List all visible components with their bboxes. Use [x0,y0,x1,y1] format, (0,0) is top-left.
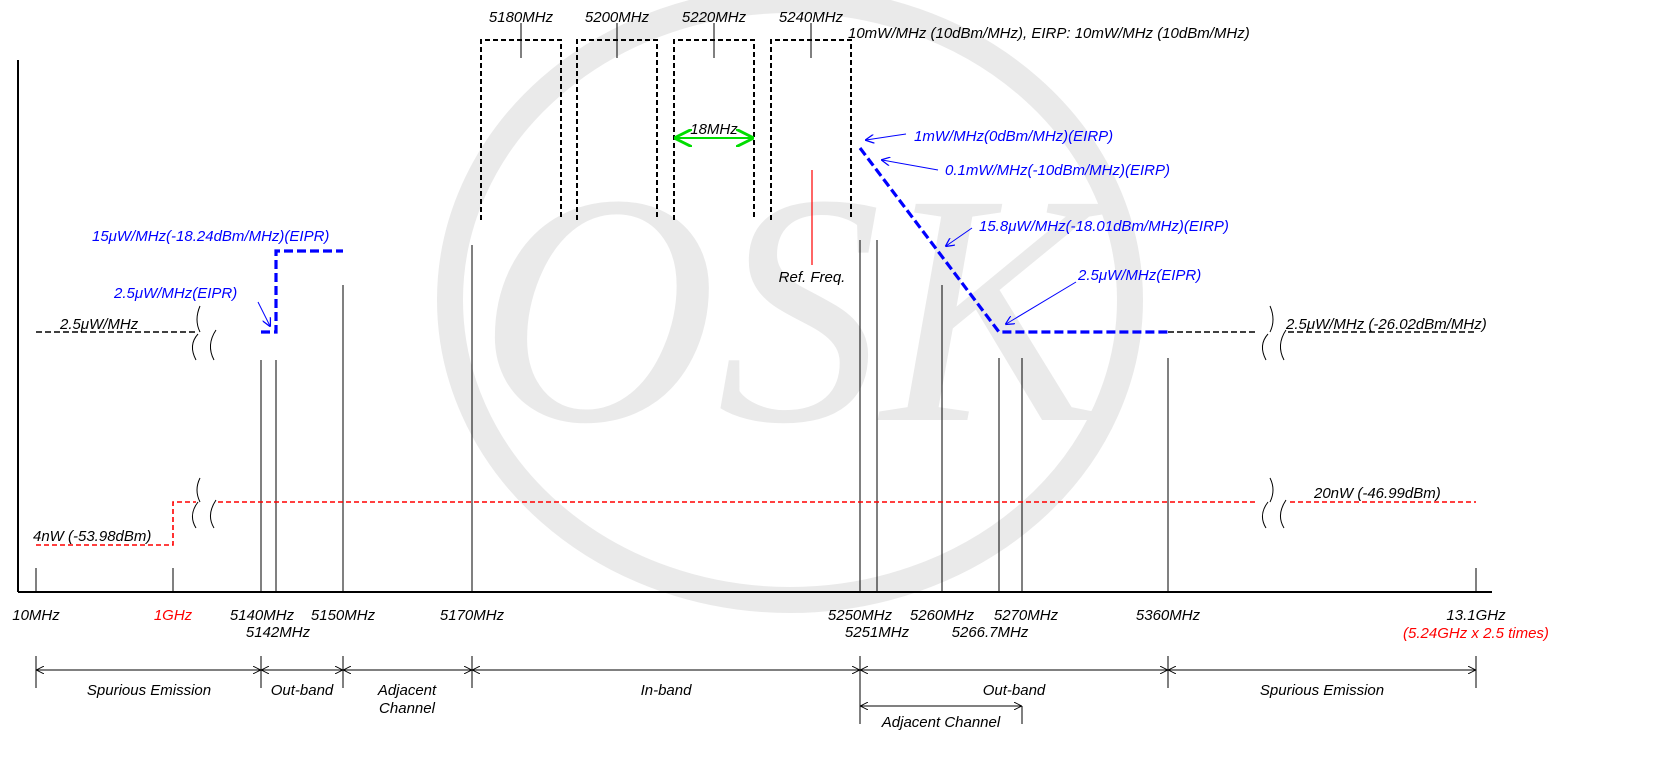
band-label-spurious-left: Spurious Emission [87,682,211,699]
left-blue-lower-label: 2.5μW/MHz(EIPR) [113,285,237,302]
right-black-label: 2.5μW/MHz (-26.02dBm/MHz) [1285,316,1487,333]
right-blue-label-4: 2.5μW/MHz(EIPR) [1077,267,1201,284]
channel-limit-label: 10mW/MHz (10dBm/MHz), EIRP: 10mW/MHz (10… [848,25,1250,42]
channel-label-5180: 5180MHz [489,9,554,26]
axis-label-5360: 5360MHz [1136,607,1201,624]
axis-label-multiplier: (5.24GHz x 2.5 times) [1403,625,1549,642]
axis-label-5140: 5140MHz [230,607,295,624]
band-label-adjacent-right: Adjacent Channel [881,714,1001,731]
left-blue-pointer [257,301,270,326]
right-blue-label-3: 15.8μW/MHz(-18.01dBm/MHz)(EIRP) [979,218,1229,235]
axis-ticks [35,568,1477,592]
frequency-lines [260,240,1169,592]
axis-break-marks [192,305,1287,529]
band-label-inband: In-band [641,682,693,699]
channel-label-5200: 5200MHz [585,9,650,26]
axis-label-5170: 5170MHz [440,607,505,624]
channel-label-5240: 5240MHz [779,9,844,26]
ref-freq-label: Ref. Freq. [779,269,846,286]
axis-label-5150: 5150MHz [311,607,376,624]
axis-label-5260: 5260MHz [910,607,975,624]
band-label-outband-right: Out-band [983,682,1046,699]
right-blue-pointers [866,133,1077,324]
left-blue-mask [261,249,343,334]
axis-label-1ghz: 1GHz [154,607,193,624]
axis-label-5266-7: 5266.7MHz [952,624,1029,641]
axis-label-5270: 5270MHz [994,607,1059,624]
bandwidth-label: 18MHz [690,121,738,138]
axis-label-5251: 5251MHz [845,624,910,641]
spurious-lower-limit [36,501,1476,546]
axis-label-10mhz: 10MHz [12,607,60,624]
band-dividers [35,656,1477,724]
watermark: OSK [437,0,1143,613]
axis-label-5142: 5142MHz [246,624,311,641]
right-blue-label-2: 0.1mW/MHz(-10dBm/MHz)(EIRP) [945,162,1170,179]
watermark-text: OSK [478,127,1119,492]
band-label-outband-left: Out-band [271,682,334,699]
band-label-adjacent-left: Adjacent Channel [377,682,437,717]
right-blue-mask [858,147,1168,334]
band-label-spurious-right: Spurious Emission [1260,682,1384,699]
channel-label-5220: 5220MHz [682,9,747,26]
right-red-label: 20nW (-46.99dBm) [1313,485,1441,502]
axis-label-5250: 5250MHz [828,607,893,624]
channel-label-leaders [520,23,812,58]
left-black-label: 2.5μW/MHz [59,316,139,333]
band-arrows [37,670,1475,706]
axis-label-13-1ghz: 13.1GHz [1446,607,1506,624]
left-blue-upper-label: 15μW/MHz(-18.24dBm/MHz)(EIPR) [92,228,329,245]
right-blue-label-1: 1mW/MHz(0dBm/MHz)(EIRP) [914,128,1113,145]
left-red-label: 4nW (-53.98dBm) [33,528,151,545]
